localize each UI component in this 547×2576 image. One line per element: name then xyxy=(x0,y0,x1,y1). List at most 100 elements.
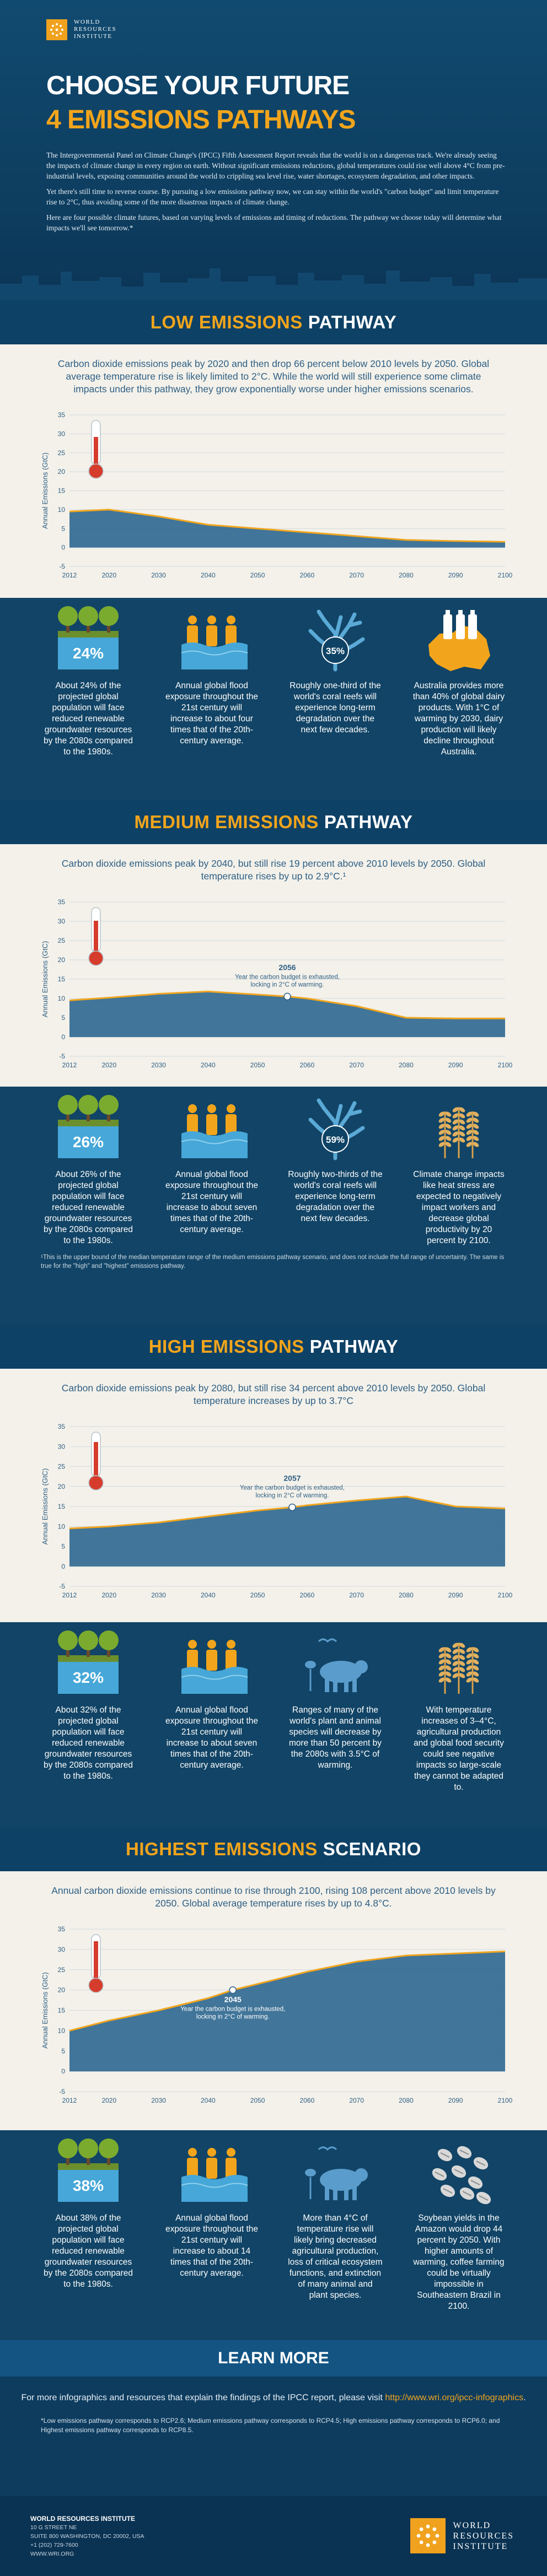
heading-highlight: HIGHEST EMISSIONS xyxy=(126,1839,318,1859)
city-skyline-icon xyxy=(0,268,547,300)
groundwater-trees-icon: 32% xyxy=(33,1622,143,1705)
footer-org: WORLD RESOURCES INSTITUTE xyxy=(30,2515,136,2523)
y-tick-label: 5 xyxy=(61,1543,65,1551)
annotation-text: locking in 2°C of warming. xyxy=(196,2014,270,2021)
annotation-text: locking in 2°C of warming. xyxy=(250,982,324,989)
flood-people-icon xyxy=(181,1640,248,1694)
coral-reef-icon: 35% xyxy=(280,598,390,681)
impact-cards: 38% About 38% of the projected global pop… xyxy=(0,2130,547,2340)
impact-card: 35% Roughly one-third of the world's cora… xyxy=(280,598,390,758)
y-tick-label: 0 xyxy=(61,2067,65,2075)
animals-icon xyxy=(280,2130,390,2213)
emissions-line xyxy=(69,509,506,543)
y-tick-label: 10 xyxy=(58,2027,66,2034)
y-axis-label: Annual Emissions (GtC) xyxy=(41,1972,49,2049)
y-axis-label: Annual Emissions (GtC) xyxy=(41,452,49,529)
y-tick-label: 25 xyxy=(58,449,66,457)
heading-highlight: HIGH EMISSIONS xyxy=(148,1336,304,1357)
x-tick-label: 2090 xyxy=(448,571,463,579)
groundwater-trees-icon: 26% xyxy=(58,1095,119,1158)
learn-more-text: For more infographics and resources that… xyxy=(21,2393,526,2402)
x-tick-label: 2030 xyxy=(151,1591,166,1599)
impact-text: About 32% of the projected global popula… xyxy=(44,1705,133,1781)
percent-badge: 38% xyxy=(73,2177,104,2194)
x-tick-label: 2020 xyxy=(101,2097,116,2104)
budget-marker xyxy=(283,992,291,1001)
footer-street: 10 G STREET NE xyxy=(30,2524,77,2531)
coffee-beans-icon xyxy=(404,2130,514,2213)
percent-badge: 32% xyxy=(73,1669,104,1686)
section-heading: HIGH EMISSIONS PATHWAY xyxy=(0,1325,547,1369)
x-tick-label: 2070 xyxy=(349,2097,364,2104)
x-tick-label: 2080 xyxy=(399,1061,414,1069)
emissions-line xyxy=(69,1951,506,2032)
x-tick-label: 2012 xyxy=(62,1591,77,1599)
x-tick-label: 2060 xyxy=(300,1061,315,1069)
flood-people-icon xyxy=(181,1104,248,1158)
heading-highlight: MEDIUM EMISSIONS xyxy=(134,812,319,832)
percent-badge: 24% xyxy=(73,645,104,662)
intro-paragraph: Here are four possible climate futures, … xyxy=(46,213,502,232)
y-tick-label: 10 xyxy=(58,506,66,514)
footer-city: SUITE 800 WASHINGTON, DC 20002, USA xyxy=(30,2533,144,2540)
y-axis-label: Annual Emissions (GtC) xyxy=(41,1468,49,1545)
coral-reef-icon: 35% xyxy=(308,609,365,672)
x-tick-label: 2030 xyxy=(151,2097,166,2104)
impact-card: Annual global flood exposure throughout … xyxy=(157,1622,267,1793)
emissions-chart: -5 0 5 10 15 20 25 30 35 2012 2020 2030 2040 2050 2060… xyxy=(41,1925,513,2104)
heading-rest: PATHWAY xyxy=(308,312,397,332)
section-description: Carbon dioxide emissions peak by 2040, b… xyxy=(61,858,486,882)
x-tick-label: 2012 xyxy=(62,2097,77,2104)
wri-logo-bottom[interactable]: WORLD RESOURCES INSTITUTE xyxy=(410,2518,514,2553)
section-heading: HIGHEST EMISSIONS SCENARIO xyxy=(0,1827,547,1871)
x-tick-label: 2080 xyxy=(399,1591,414,1599)
x-tick-label: 2060 xyxy=(300,1591,315,1599)
impact-card: Ranges of many of the world's plant and … xyxy=(280,1622,390,1793)
x-tick-label: 2030 xyxy=(151,1061,166,1069)
x-tick-label: 2080 xyxy=(399,2097,414,2104)
flood-people-icon xyxy=(181,615,248,669)
emissions-area xyxy=(69,1951,505,2072)
x-tick-label: 2100 xyxy=(498,2097,513,2104)
wri-logo-text: WORLD RESOURCES INSTITUTE xyxy=(74,19,117,40)
section-heading: MEDIUM EMISSIONS PATHWAY xyxy=(0,800,547,844)
impact-text: Annual global flood exposure throughout … xyxy=(165,681,259,746)
footer-website-link[interactable]: WWW.WRI.ORG xyxy=(30,2551,74,2557)
y-tick-label: 15 xyxy=(58,487,66,495)
impact-card: Climate change impacts like heat stress … xyxy=(404,1087,514,1246)
ipcc-infographics-link[interactable]: http://www.wri.org/ipcc-infographics xyxy=(385,2393,524,2402)
coffee-beans-icon xyxy=(432,2146,491,2205)
x-tick-label: 2060 xyxy=(300,2097,315,2104)
x-tick-label: 2020 xyxy=(101,1591,116,1599)
flood-people-icon xyxy=(181,2148,248,2202)
annotation-text: locking in 2°C of warming. xyxy=(255,1492,329,1499)
impact-cards: 26% About 26% of the projected global pop… xyxy=(0,1087,547,1325)
x-tick-label: 2050 xyxy=(250,2097,265,2104)
emissions-chart: -5 0 5 10 15 20 25 30 35 2012 2020 2030 2040 2050 2060… xyxy=(41,1423,513,1599)
y-tick-label: -5 xyxy=(59,1583,65,1590)
y-tick-label: 25 xyxy=(58,1463,66,1471)
x-tick-label: 2050 xyxy=(250,1591,265,1599)
impact-text: About 24% of the projected global popula… xyxy=(44,681,133,757)
wri-logo-top[interactable]: WORLD RESOURCES INSTITUTE xyxy=(46,19,116,40)
y-tick-label: 30 xyxy=(58,1946,66,1953)
groundwater-trees-icon: 32% xyxy=(58,1630,119,1694)
intro-text: The Intergovernmental Panel on Climate C… xyxy=(46,150,507,238)
x-tick-label: 2012 xyxy=(62,571,77,579)
header: WORLD RESOURCES INSTITUTE CHOOSE YOUR FU… xyxy=(0,0,547,300)
footer-phone: +1 (202) 729-7600 xyxy=(30,2542,78,2548)
flood-people-icon xyxy=(157,2130,267,2213)
y-tick-label: 20 xyxy=(58,468,66,476)
thermometer-icon xyxy=(88,1934,104,1993)
section-description: Carbon dioxide emissions peak by 2080, b… xyxy=(61,1382,486,1406)
thermometer-icon xyxy=(88,420,104,479)
y-tick-label: 15 xyxy=(58,2007,66,2015)
x-tick-label: 2090 xyxy=(448,2097,463,2104)
x-tick-label: 2040 xyxy=(201,571,216,579)
x-tick-label: 2100 xyxy=(498,1061,513,1069)
y-tick-label: 5 xyxy=(61,1014,65,1022)
section-chart-area: Annual carbon dioxide emissions continue… xyxy=(0,1871,547,2130)
footer-address: WORLD RESOURCES INSTITUTE 10 G STREET NE… xyxy=(30,2514,144,2558)
x-tick-label: 2070 xyxy=(349,1061,364,1069)
